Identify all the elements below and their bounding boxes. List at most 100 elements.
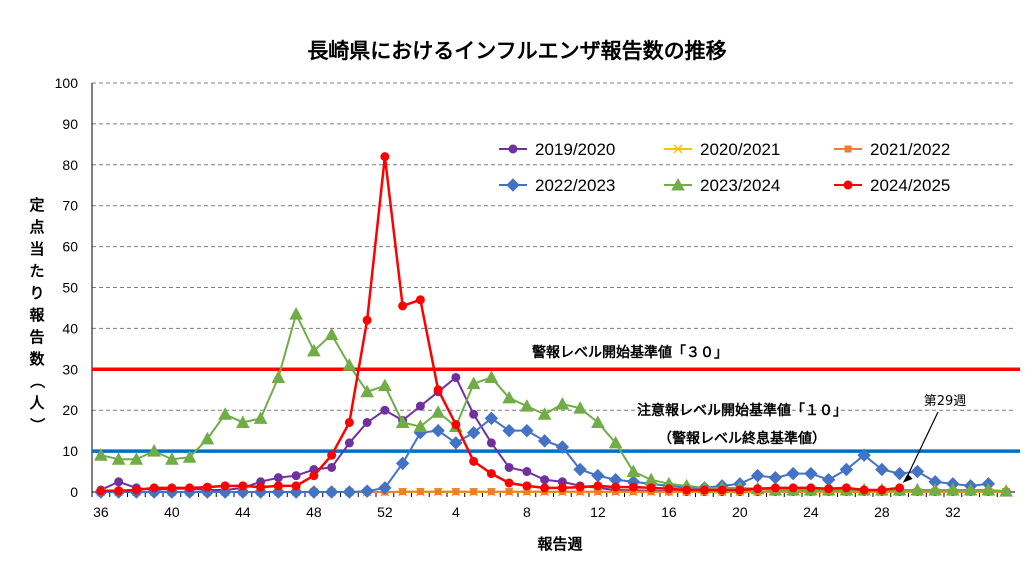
series-2019/2020	[96, 372, 1011, 497]
data-point	[291, 481, 301, 491]
y-label-char: た	[29, 262, 44, 280]
data-point	[573, 401, 587, 414]
data-point	[537, 407, 552, 420]
data-point	[682, 485, 692, 495]
data-point	[395, 415, 410, 428]
data-point	[96, 486, 106, 496]
data-point	[824, 484, 834, 494]
data-point	[522, 467, 532, 477]
threshold-sublabel-10: （警報レベル終息基準値）	[658, 430, 826, 447]
data-point	[875, 462, 889, 477]
data-point	[466, 376, 481, 390]
x-tick-label: 40	[164, 504, 180, 520]
legend-item-2020/2021: 2020/2021	[664, 140, 780, 159]
y-tick-label: 70	[62, 198, 78, 214]
x-tick-label: 12	[590, 504, 606, 520]
data-point	[999, 484, 1013, 497]
y-label-char: （	[28, 373, 46, 388]
y-label-char: り	[29, 284, 44, 302]
data-point	[449, 436, 463, 450]
data-point	[505, 488, 513, 496]
x-tick-label: 4	[452, 504, 460, 520]
data-point	[433, 385, 443, 395]
legend-marker	[671, 177, 685, 191]
data-point	[149, 483, 159, 493]
y-label-char: 数	[29, 350, 45, 368]
legend-item-2023/2024: 2023/2024	[664, 176, 780, 195]
data-point	[256, 482, 266, 492]
data-point	[664, 484, 674, 494]
x-tick-label: 24	[803, 504, 819, 520]
chart-title: 長崎県におけるインフルエンザ報告数の推移	[307, 39, 726, 63]
x-tick-label: 32	[945, 504, 961, 520]
data-point	[202, 482, 212, 492]
data-point	[788, 483, 798, 493]
data-point	[416, 488, 424, 496]
data-point	[273, 473, 283, 483]
x-tick-label: 44	[235, 504, 251, 520]
data-point	[291, 471, 301, 481]
data-point	[307, 485, 321, 499]
y-label-char: 人	[29, 394, 45, 412]
data-point	[753, 484, 763, 494]
data-point	[591, 468, 605, 483]
data-point	[378, 481, 392, 495]
data-point	[786, 466, 800, 481]
series-line-2023/2024	[100, 311, 1007, 493]
data-point	[344, 438, 354, 448]
data-point	[253, 411, 268, 424]
series-group	[94, 152, 1013, 499]
data-point	[218, 407, 232, 420]
y-label-char: 当	[29, 240, 44, 258]
data-point	[593, 481, 603, 491]
data-point	[575, 482, 585, 492]
data-point	[910, 464, 925, 479]
data-point	[94, 448, 108, 461]
data-point	[469, 409, 479, 419]
data-point	[167, 483, 177, 493]
data-point	[611, 482, 621, 492]
x-tick-label: 36	[93, 504, 109, 520]
data-point	[451, 420, 461, 430]
data-point	[147, 444, 161, 457]
legend-item-2019/2020: 2019/2020	[499, 140, 615, 159]
data-point	[841, 483, 851, 493]
y-tick-label: 60	[62, 239, 78, 255]
data-point	[309, 471, 319, 481]
data-point	[484, 411, 499, 426]
data-point	[380, 405, 390, 415]
data-point	[131, 485, 141, 495]
x-tick-label: 8	[523, 504, 531, 520]
data-point	[342, 358, 357, 371]
data-point	[520, 399, 534, 412]
data-point	[273, 481, 283, 491]
y-tick-label: 90	[62, 116, 78, 132]
y-label-char: 定	[29, 196, 44, 214]
data-point	[451, 372, 461, 382]
data-point	[573, 462, 587, 477]
annotation-text: 第29週	[924, 394, 967, 409]
data-point	[324, 327, 339, 341]
data-point	[540, 483, 550, 493]
legend-marker	[673, 144, 683, 154]
data-point	[628, 482, 638, 492]
data-point	[644, 472, 658, 486]
legend-label: 2020/2021	[700, 140, 780, 159]
data-point	[502, 390, 516, 404]
series-2023/2024	[94, 307, 1013, 497]
y-tick-label: 0	[70, 484, 78, 500]
threshold-lines: 警報レベル開始基準値「３０」注意報レベル開始基準値「１０」 （警報レベル終息基準値…	[92, 344, 1020, 453]
data-point	[981, 482, 996, 496]
data-point	[344, 417, 354, 427]
x-tick-label: 48	[306, 504, 322, 520]
x-axis-label: 報告週	[537, 535, 582, 553]
data-point	[380, 152, 390, 162]
series-2024/2025	[96, 152, 905, 496]
data-point	[114, 486, 124, 496]
data-point	[895, 483, 905, 493]
legend-label: 2024/2025	[870, 176, 950, 195]
data-point	[165, 452, 179, 465]
data-point	[434, 488, 442, 496]
y-tick-label: 10	[62, 443, 78, 459]
